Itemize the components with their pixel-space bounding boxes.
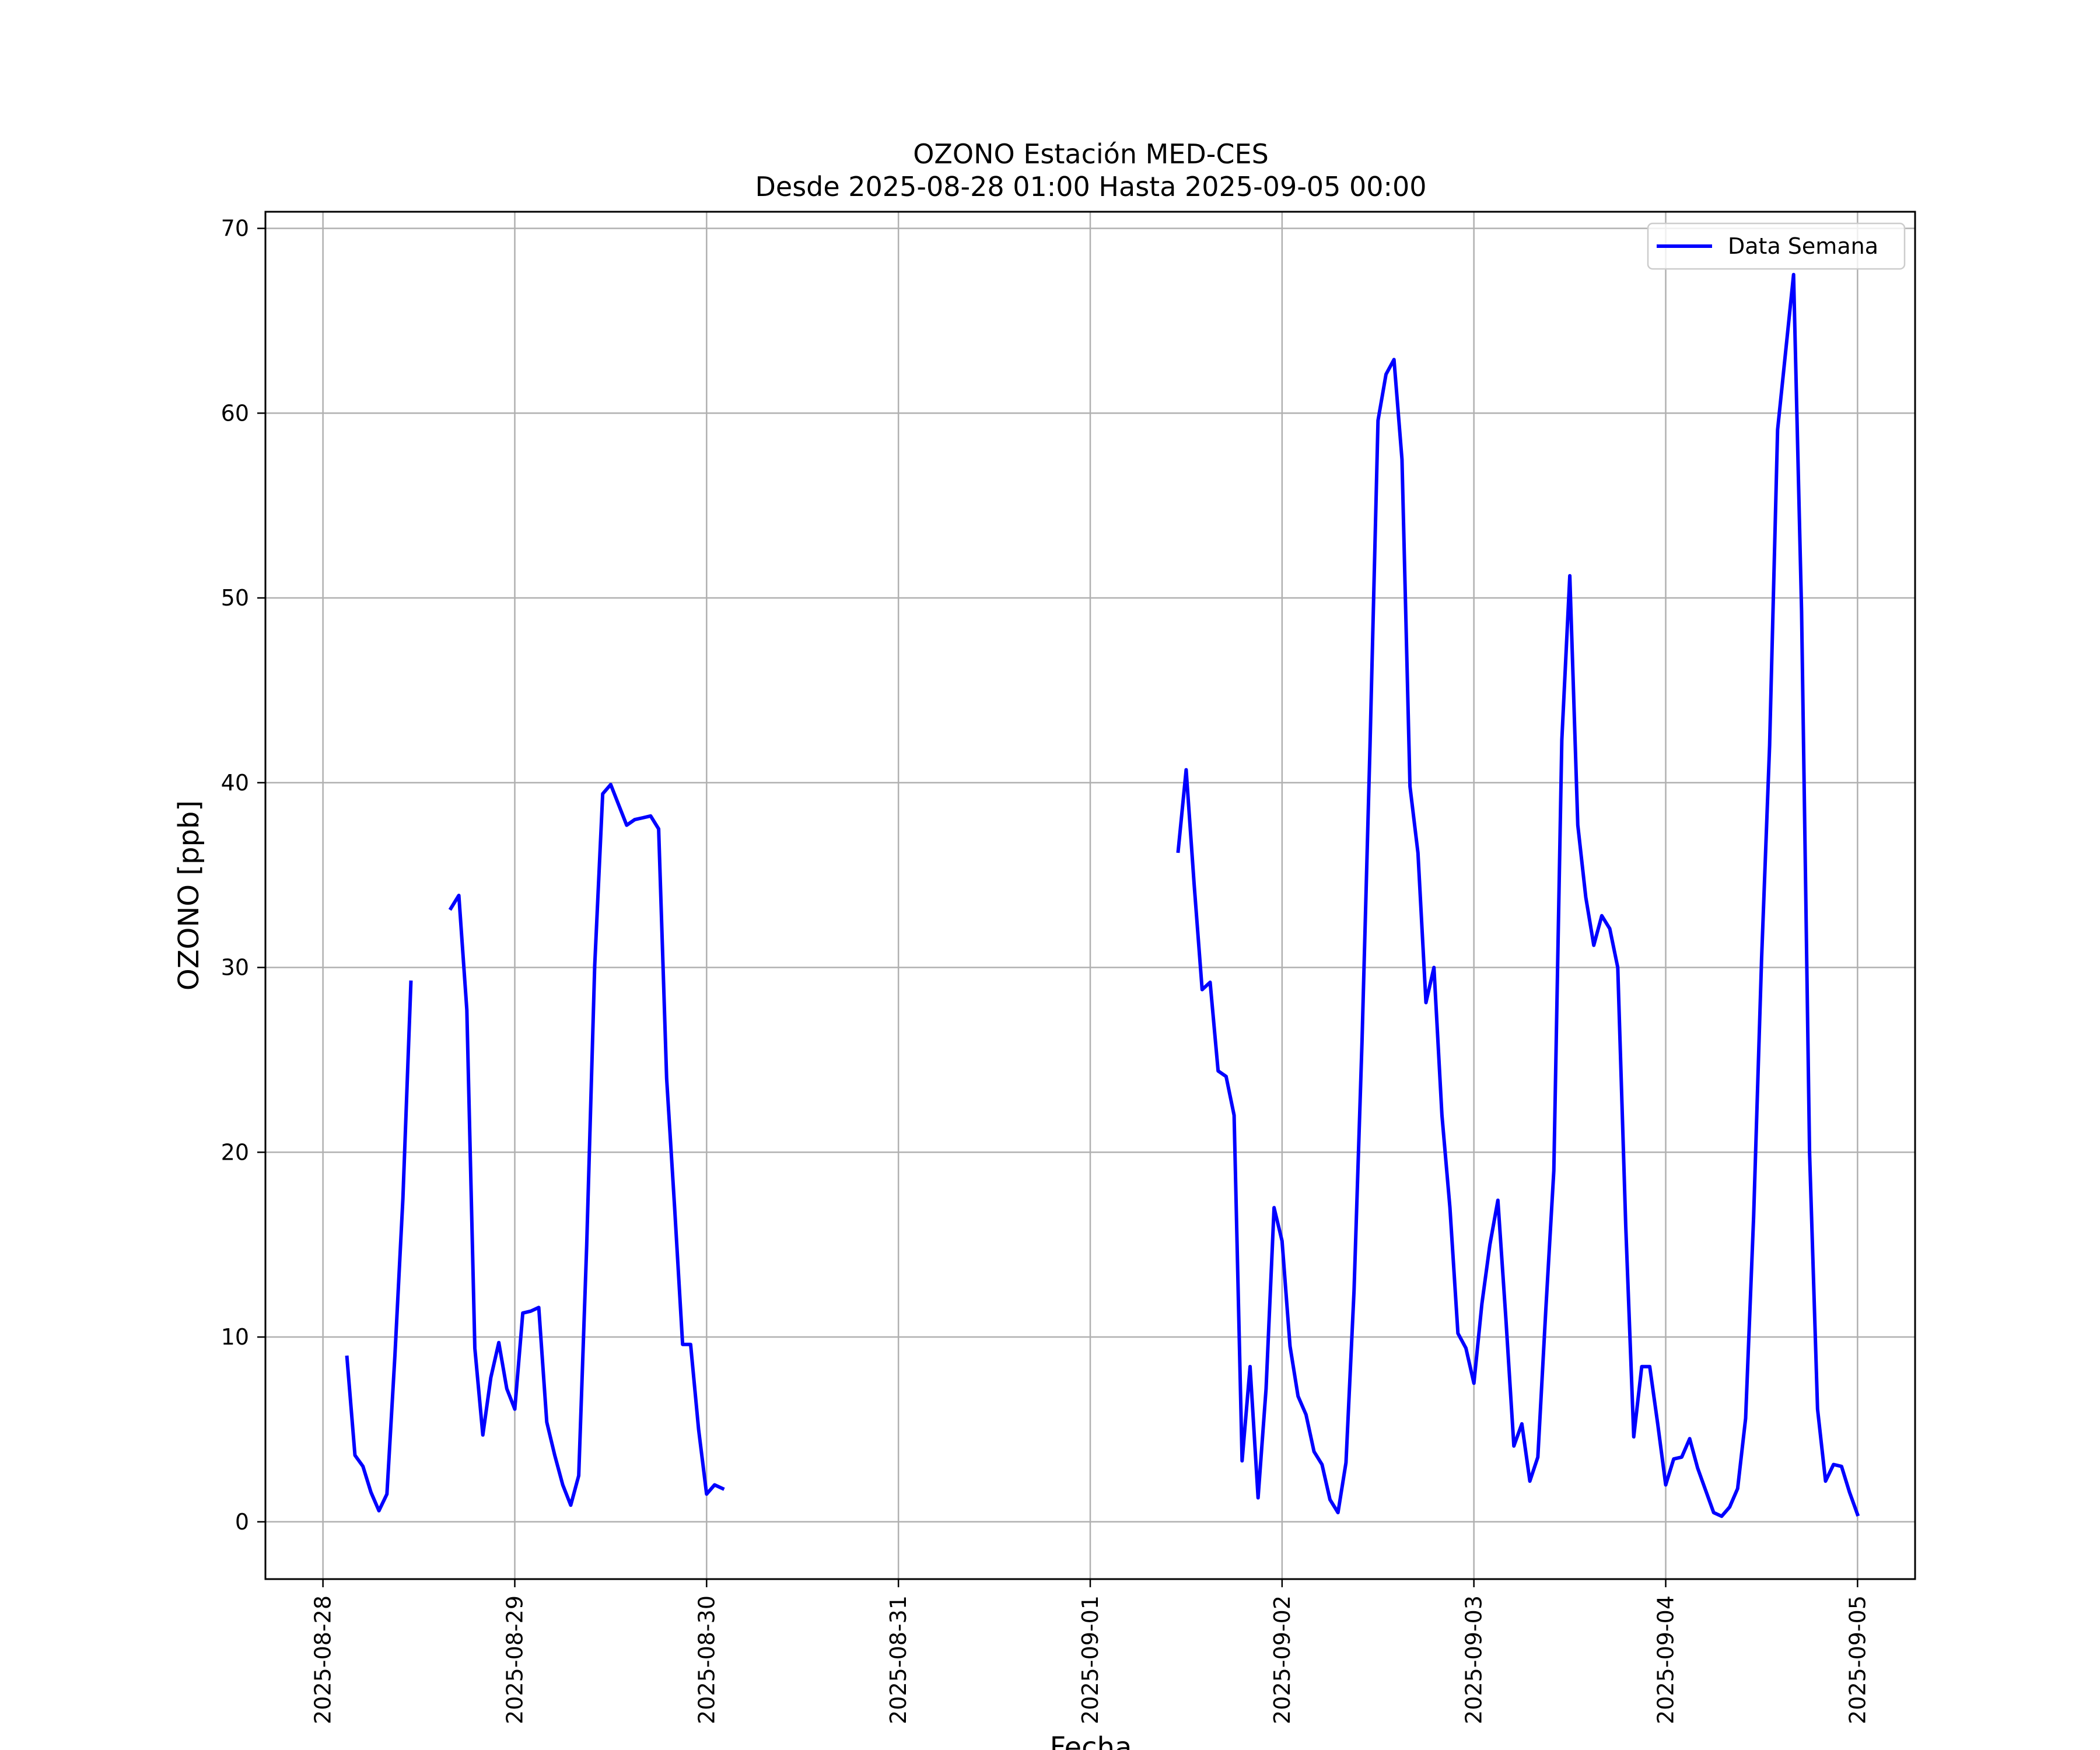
y-tick-label: 30 (221, 955, 249, 981)
x-tick-label: 2025-08-31 (886, 1595, 911, 1724)
chart-subtitle: Desde 2025-08-28 01:00 Hasta 2025-09-05 … (755, 171, 1426, 202)
legend: Data Semana (1647, 222, 1906, 270)
y-tick-label: 20 (221, 1139, 249, 1165)
x-tick-label: 2025-09-05 (1845, 1595, 1870, 1724)
x-tick-label: 2025-09-03 (1461, 1595, 1487, 1724)
legend-box (1647, 222, 1906, 270)
x-tick-label: 2025-08-29 (502, 1595, 527, 1724)
data-series-layer (345, 272, 1860, 1518)
x-axis-label: Fecha (1050, 1731, 1132, 1750)
chart-title: OZONO Estación MED-CES (913, 138, 1269, 170)
x-tick-label: 2025-08-28 (310, 1595, 336, 1724)
axis-ticks: 2025-08-28 2025-08-29 2025-08-30 2025-08-31… (221, 216, 1871, 1724)
legend-label-data-semana: Data Semana (1728, 233, 1878, 259)
y-tick-label: 60 (221, 400, 249, 426)
y-tick-label: 0 (235, 1509, 249, 1535)
y-tick-label: 50 (221, 585, 249, 611)
series-line-segment-1 (345, 980, 413, 1513)
y-tick-label: 10 (221, 1324, 249, 1350)
y-tick-label: 40 (221, 770, 249, 796)
y-axis-label: OZONO [ppb] (173, 800, 205, 991)
x-tick-label: 2025-09-02 (1269, 1595, 1295, 1724)
x-tick-label: 2025-09-04 (1653, 1595, 1679, 1724)
y-tick-label: 70 (221, 216, 249, 242)
series-line-segment-2 (448, 782, 725, 1507)
grid-lines (265, 212, 1915, 1579)
series-line-segment-3 (1176, 272, 1860, 1518)
x-tick-label: 2025-09-01 (1077, 1595, 1103, 1724)
x-tick-label: 2025-08-30 (694, 1595, 719, 1724)
